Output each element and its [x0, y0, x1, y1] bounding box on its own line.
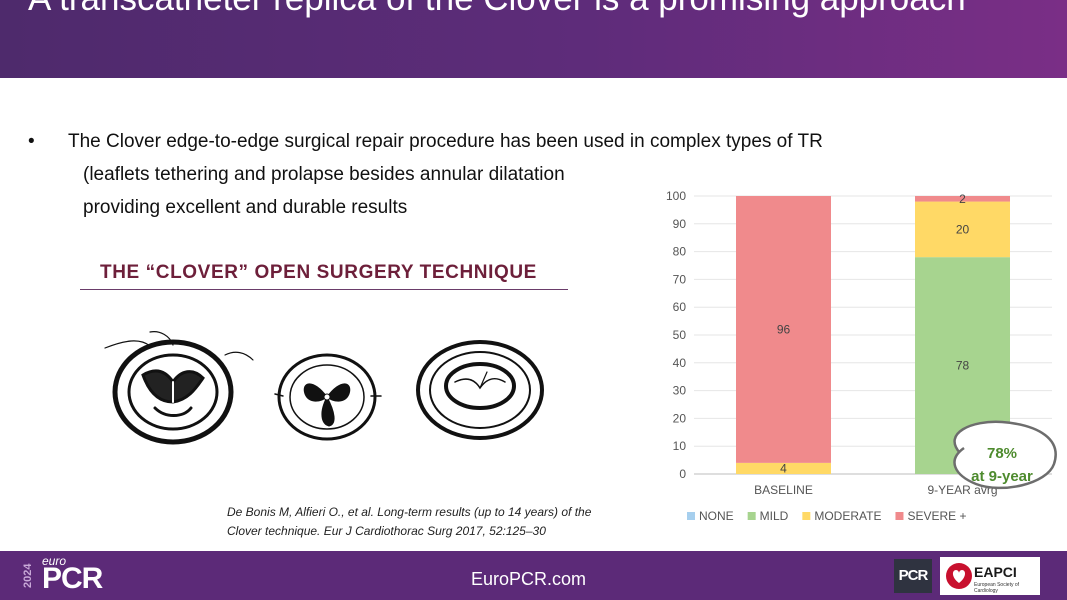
legend-swatch: [802, 512, 811, 520]
eapci-logo-badge: EAPCI European Society of Cardiology: [940, 557, 1040, 595]
bullet-marker: •: [28, 131, 35, 152]
y-tick-label: 20: [673, 411, 687, 425]
legend-label: NONE: [699, 509, 734, 523]
footer-brand-large: PCR: [42, 562, 103, 595]
slide-title: A transcatheter replica of the Clover is…: [28, 0, 1028, 19]
legend-label: MILD: [760, 509, 789, 523]
legend-label: SEVERE +: [907, 509, 966, 523]
chart-annotation: 78% at 9-year: [953, 420, 1057, 490]
slide-header: A transcatheter replica of the Clover is…: [0, 0, 1067, 78]
annotation-line-2: at 9-year: [971, 468, 1033, 485]
bar-segment: [736, 462, 831, 474]
data-label: 20: [956, 222, 970, 236]
valve-sketch-2: [274, 353, 382, 441]
y-tick-label: 50: [673, 328, 687, 342]
legend-swatch: [687, 512, 695, 520]
y-tick-label: 40: [673, 356, 687, 370]
bullet-line-1: The Clover edge-to-edge surgical repair …: [68, 131, 823, 152]
figure-title-underline: [80, 289, 568, 290]
bullet-line-2: (leaflets tethering and prolapse besides…: [83, 164, 565, 185]
clover-valve-illustrations: [104, 331, 544, 445]
y-tick-label: 70: [673, 272, 687, 286]
data-label: 78: [956, 359, 970, 373]
data-label: 96: [777, 322, 791, 336]
slide-footer: 2024 euro PCR EuroPCR.com PCR EAPCI Euro…: [0, 551, 1067, 600]
bar-segment: [736, 196, 831, 463]
chart-container: 0 10 20 30 40 50 60 70 80 90 100 4 96 78 20 2 BASELINE…: [642, 178, 1067, 550]
bar-segment: [915, 196, 1010, 202]
footer-brand-small: euro: [42, 554, 67, 568]
legend-swatch: [747, 512, 756, 520]
stacked-bar-chart: 0 10 20 30 40 50 60 70 80 90 100 4 96 78 20 2 BASELINE…: [666, 189, 1057, 523]
pcr-logo-badge: PCR: [894, 559, 932, 593]
y-tick-label: 60: [673, 300, 687, 314]
chart-legend: NONE MILD MODERATE SEVERE +: [687, 509, 967, 523]
footer-year: 2024: [22, 563, 34, 589]
annotation-circle: [953, 420, 1057, 490]
chart-y-ticks: 0 10 20 30 40 50 60 70 80 90 100: [666, 189, 686, 481]
y-tick-label: 10: [673, 439, 687, 453]
citation-line-1: De Bonis M, Alfieri O., et al. Long-term…: [227, 505, 592, 519]
eapci-sub-label: European Society of Cardiology: [974, 582, 1020, 594]
legend-swatch: [895, 512, 904, 520]
eapci-label: EAPCI: [974, 564, 1017, 580]
heart-icon: [946, 563, 972, 589]
annotation-line-1: 78%: [987, 445, 1017, 462]
chart-data-labels: 4 96 78 20 2: [777, 192, 970, 476]
chart-bars: [736, 196, 1010, 474]
bar-segment: [915, 201, 1010, 258]
legend-label: MODERATE: [814, 509, 881, 523]
y-tick-label: 100: [666, 189, 686, 203]
y-tick-label: 30: [673, 384, 687, 398]
figure-title: THE “CLOVER” OPEN SURGERY TECHNIQUE: [100, 262, 537, 283]
data-label: 2: [959, 192, 966, 206]
x-category-label: BASELINE: [754, 483, 813, 497]
chart-x-categories: BASELINE 9-YEAR avrg: [754, 483, 997, 497]
citation-line-2: Clover technique. Eur J Cardiothorac Sur…: [227, 524, 546, 538]
footer-url[interactable]: EuroPCR.com: [471, 569, 587, 589]
data-label: 4: [780, 461, 787, 475]
citation: De Bonis M, Alfieri O., et al. Long-term…: [227, 503, 591, 541]
y-tick-label: 0: [679, 467, 686, 481]
valve-sketch-3: [416, 340, 544, 440]
bullet-line-3: providing excellent and durable results: [83, 197, 408, 218]
y-tick-label: 80: [673, 245, 687, 259]
valve-sketch-1: [104, 331, 254, 445]
y-tick-label: 90: [673, 217, 687, 231]
